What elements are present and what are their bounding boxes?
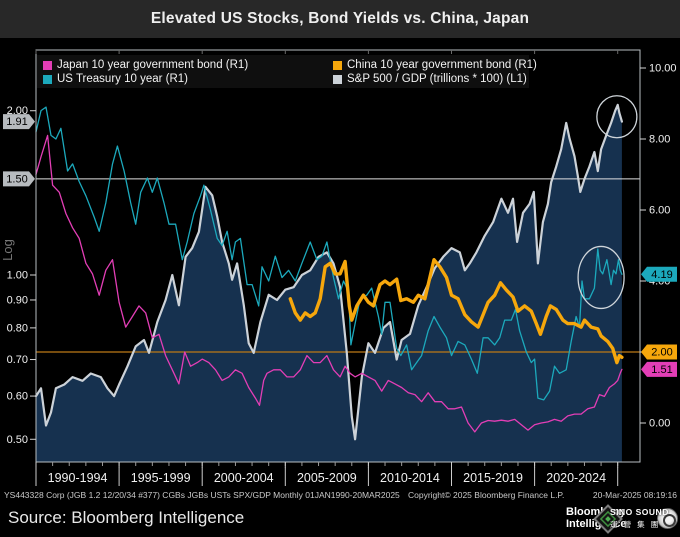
ticker-info: YS443328 Corp (JGB 1.2 12/20/34 #377) CG… (4, 490, 400, 500)
left-axis-label: 0.90 (7, 294, 28, 306)
copyright-text: Copyright© 2025 Bloomberg Finance L.P. (408, 490, 565, 500)
timestamp: 20-Mar-2025 08:19:16 (592, 490, 677, 500)
right-axis-label: 10.00 (649, 63, 677, 75)
left-axis-label: 1.00 (7, 270, 28, 282)
left-axis-label: 0.60 (7, 391, 28, 403)
x-axis-label: 2005-2009 (297, 471, 357, 485)
us-treasury-series-swatch (43, 74, 52, 84)
left-axis-title: Log (0, 239, 15, 261)
page-title: Elevated US Stocks, Bond Yields vs. Chin… (150, 10, 530, 27)
spx-gdp-series-swatch (333, 74, 342, 84)
sino-sound-coin-icon (657, 508, 678, 529)
legend-label: S&P 500 / GDP (trillions * 100) (L1) (347, 73, 527, 85)
legend-item-japan[interactable]: Japan 10 year government bond (R1) (43, 59, 333, 71)
left-axis-label: 0.70 (7, 354, 28, 366)
spx-gdp-area (36, 104, 622, 463)
chart-area: 2.00 1.00 0.90 0.80 0.70 0.60 0.50 Log 10.00 8.00… (0, 38, 680, 487)
x-axis-label: 2020-2024 (546, 471, 606, 485)
legend-label: US Treasury 10 year (R1) (57, 73, 189, 85)
x-axis-label: 2010-2014 (380, 471, 440, 485)
x-axis-label: 1990-1994 (48, 471, 108, 485)
china-series-swatch (333, 60, 342, 70)
legend-label: Japan 10 year government bond (R1) (57, 59, 249, 71)
sino-sound-title: SINO SOUND (610, 507, 669, 517)
right-axis-label: 0.00 (649, 418, 670, 430)
sino-sound-watermark: SINO SOUND 運 營 集 團 (610, 507, 669, 530)
series-line-japan-10-year-government-bond (35, 134, 623, 433)
right-axis-label: 6.00 (649, 205, 670, 217)
value-badge (641, 344, 677, 360)
series-line-s-p-500-gdp (34, 103, 623, 441)
status-bar: YS443328 Corp (JGB 1.2 12/20/34 #377) CG… (0, 487, 680, 503)
ellipse-annotation-1 (577, 245, 625, 310)
chart-canvas[interactable]: 2.00 1.00 0.90 0.80 0.70 0.60 0.50 Log 10.00 8.00… (0, 38, 680, 487)
value-badge-label: 1.50 (6, 173, 27, 185)
value-badge-label: 1.51 (651, 364, 672, 376)
x-axis-label: 2015-2019 (463, 471, 523, 485)
japan-series-swatch (43, 60, 52, 70)
ellipse-annotation-0 (596, 95, 638, 139)
plot-frame (35, 49, 641, 463)
source-bar: Source: Bloomberg Intelligence Bloomberg… (0, 503, 680, 537)
value-badge-label: 2.00 (651, 347, 672, 359)
left-axis-label: 0.50 (7, 434, 28, 446)
value-badge (3, 114, 35, 130)
series-line-us-treasury-10-year (35, 106, 623, 401)
x-axis-label: 1995-1999 (131, 471, 191, 485)
value-badge (641, 266, 677, 282)
value-badge (3, 171, 35, 187)
legend-item-spx-gdp[interactable]: S&P 500 / GDP (trillions * 100) (L1) (333, 73, 537, 85)
source-label: Source: Bloomberg Intelligence (8, 508, 245, 527)
series-line-china-10-year-government-bond (288, 258, 624, 365)
value-badge-label: 4.19 (651, 269, 672, 281)
x-axis-label: 2000-2004 (214, 471, 274, 485)
legend-item-us-treasury[interactable]: US Treasury 10 year (R1) (43, 73, 333, 85)
left-axis-label: 0.80 (7, 322, 28, 334)
right-axis-label: 8.00 (649, 134, 670, 146)
value-badge (641, 361, 677, 377)
legend-item-china[interactable]: China 10 year government bond (R1) (333, 59, 537, 71)
logo-cluster: Bloomberg Intelligence SINO SOUND 運 營 集 … (566, 503, 678, 537)
sino-sound-subtitle: 運 營 集 團 (610, 520, 661, 529)
legend-label: China 10 year government bond (R1) (347, 59, 537, 71)
diamond-logo-icon (593, 504, 623, 534)
title-bar: Elevated US Stocks, Bond Yields vs. Chin… (0, 0, 680, 38)
value-badge-label: 1.91 (6, 116, 27, 128)
chart-legend: Japan 10 year government bond (R1) China… (37, 55, 537, 88)
